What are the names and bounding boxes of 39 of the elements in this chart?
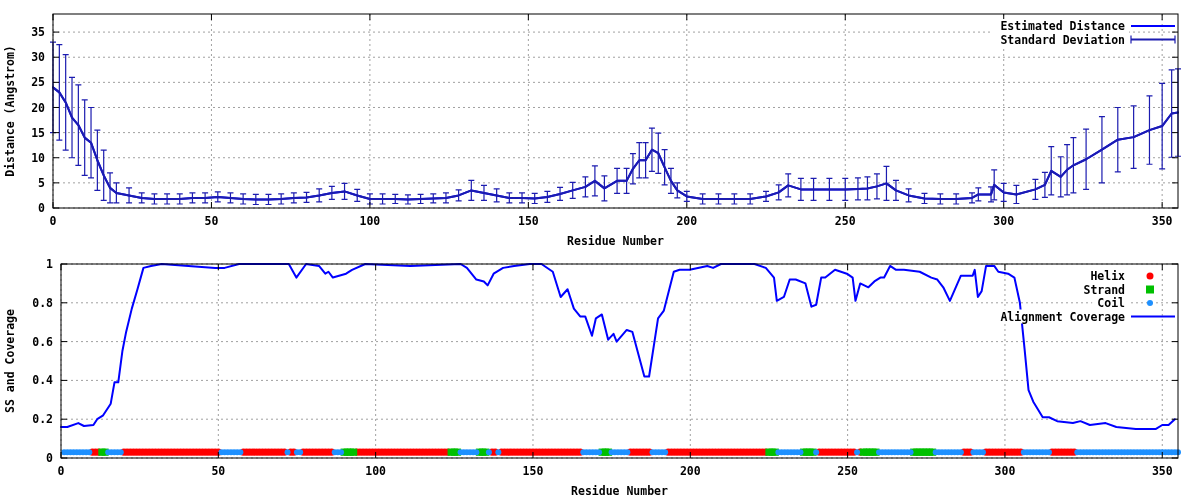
legend-label: Standard Deviation (1000, 32, 1126, 47)
x-axis-title: Residue Number (571, 484, 669, 498)
y-axis-title: Distance (Angstrom) (3, 45, 17, 177)
y-tick-label: 15 (31, 125, 46, 140)
y-tick-label: 0.8 (32, 295, 54, 310)
x-tick-label: 0 (57, 464, 65, 478)
y-tick-label: 0.4 (32, 373, 54, 388)
x-tick-label: 100 (365, 464, 387, 478)
y-axis-title: SS and Coverage (3, 309, 17, 413)
x-tick-label: 350 (1151, 464, 1173, 478)
legend-label: Strand (1083, 282, 1126, 297)
y-tick-label: 0.2 (32, 412, 53, 427)
y-tick-label: 35 (31, 25, 46, 40)
x-tick-label: 150 (522, 464, 544, 478)
x-tick-label: 300 (993, 214, 1015, 228)
legend-label: Coil (1097, 296, 1126, 311)
legend-label: Alignment Coverage (1000, 309, 1126, 324)
x-tick-label: 200 (676, 214, 698, 228)
y-tick-label: 5 (38, 175, 46, 190)
x-tick-label: 300 (994, 464, 1016, 478)
y-tick-label: 20 (31, 100, 46, 115)
x-tick-label: 350 (1151, 214, 1173, 228)
y-tick-label: 0.6 (32, 334, 54, 349)
x-tick-label: 250 (834, 214, 856, 228)
y-tick-label: 0 (46, 451, 54, 466)
x-tick-label: 150 (517, 214, 539, 228)
y-tick-label: 1 (46, 257, 54, 272)
legend-label: Helix (1090, 269, 1126, 284)
legend-label: Estimated Distance (1000, 19, 1126, 34)
x-tick-label: 200 (679, 464, 701, 478)
y-tick-label: 10 (31, 150, 46, 165)
x-tick-label: 50 (204, 214, 219, 228)
y-tick-label: 30 (31, 50, 46, 65)
x-tick-label: 100 (359, 214, 381, 228)
x-tick-label: 50 (211, 464, 226, 478)
x-tick-label: 250 (837, 464, 859, 478)
y-tick-label: 25 (31, 75, 46, 90)
x-axis-title: Residue Number (567, 234, 665, 248)
y-tick-label: 0 (38, 201, 46, 216)
